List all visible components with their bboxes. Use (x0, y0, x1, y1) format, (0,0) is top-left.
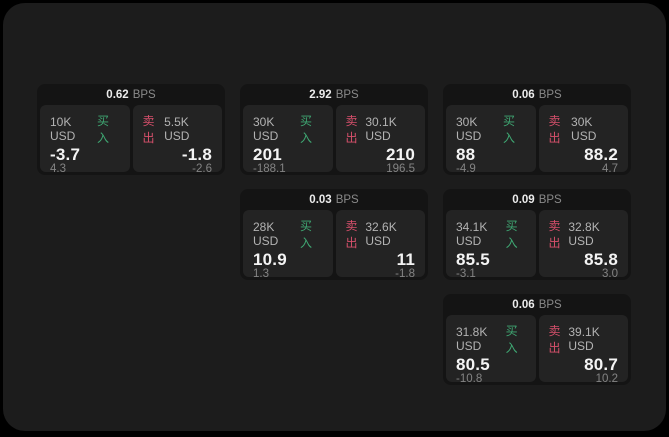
buy-tile[interactable]: 30K USD 买入 88 -4.9 (446, 105, 536, 175)
buy-amount: 31.8K USD (456, 325, 488, 353)
buy-value: 80.5 (456, 355, 490, 374)
sell-amount: 32.6K USD (365, 220, 397, 248)
buy-amount: 28K USD (253, 220, 279, 248)
bps-value: 0.03 (309, 193, 332, 206)
buy-value: 85.5 (456, 250, 490, 269)
buy-value: 88 (456, 145, 476, 164)
buy-tile[interactable]: 34.1K USD 买入 85.5 -3.1 (446, 210, 536, 280)
bps-unit: BPS (538, 88, 562, 101)
card-header: 2.92 BPS (240, 84, 428, 105)
bps-unit: BPS (132, 88, 156, 101)
buy-amount: 34.1K USD (456, 220, 488, 248)
buy-amount: 10K USD (50, 115, 76, 143)
buy-delta: 4.3 (50, 163, 66, 175)
sell-tile[interactable]: 卖出 30K USD 88.2 4.7 (538, 105, 628, 175)
card-header: 0.09 BPS (443, 189, 631, 210)
quote-card: 2.92 BPS 30K USD 买入 201 -188.1 卖出 30.1K … (240, 84, 428, 175)
buy-value: -3.7 (50, 145, 81, 164)
sell-amount: 39.1K USD (568, 325, 600, 353)
sell-label: 卖出 (345, 114, 358, 145)
sell-tile[interactable]: 卖出 32.8K USD 85.8 3.0 (538, 210, 628, 280)
buy-label: 买入 (505, 219, 518, 250)
buy-delta: -3.1 (456, 268, 476, 280)
bps-value: 2.92 (309, 88, 332, 101)
sell-value: 11 (396, 250, 415, 269)
sell-delta: 10.2 (595, 373, 618, 385)
buy-value: 10.9 (253, 250, 287, 269)
buy-label: 买入 (96, 114, 109, 145)
sell-label: 卖出 (548, 114, 561, 145)
quote-card: 0.03 BPS 28K USD 买入 10.9 1.3 卖出 32.6K US… (240, 189, 428, 280)
sell-delta: 3.0 (602, 268, 618, 280)
buy-tile[interactable]: 31.8K USD 买入 80.5 -10.8 (446, 315, 536, 385)
sell-label: 卖出 (548, 219, 561, 250)
buy-label: 买入 (299, 114, 312, 145)
bps-value: 0.09 (512, 193, 535, 206)
buy-delta: -4.9 (456, 163, 476, 175)
sell-delta: -1.8 (395, 268, 415, 280)
card-header: 0.62 BPS (37, 84, 225, 105)
sell-tile[interactable]: 卖出 30.1K USD 210 196.5 (335, 105, 425, 175)
sell-amount: 30.1K USD (365, 115, 397, 143)
sell-delta: -2.6 (192, 163, 212, 175)
app-window: 0.62 BPS 10K USD 买入 -3.7 4.3 卖出 5.5K USD (3, 3, 666, 431)
quote-card: 0.06 BPS 30K USD 买入 88 -4.9 卖出 30K USD (443, 84, 631, 175)
card-header: 0.06 BPS (443, 84, 631, 105)
buy-tile[interactable]: 28K USD 买入 10.9 1.3 (243, 210, 333, 280)
sell-amount: 32.8K USD (568, 220, 600, 248)
quote-board: 0.62 BPS 10K USD 买入 -3.7 4.3 卖出 5.5K USD (37, 84, 631, 385)
sell-delta: 196.5 (386, 163, 415, 175)
sell-value: 210 (386, 145, 415, 164)
sell-amount: 5.5K USD (164, 115, 190, 143)
buy-delta: 1.3 (253, 268, 269, 280)
buy-value: 201 (253, 145, 282, 164)
buy-label: 买入 (502, 114, 515, 145)
sell-value: 80.7 (584, 355, 618, 374)
sell-value: -1.8 (181, 145, 212, 164)
sell-value: 88.2 (584, 145, 618, 164)
bps-unit: BPS (335, 193, 359, 206)
sell-label: 卖出 (345, 219, 358, 250)
sell-tile[interactable]: 卖出 39.1K USD 80.7 10.2 (538, 315, 628, 385)
buy-delta: -10.8 (456, 373, 483, 385)
buy-amount: 30K USD (456, 115, 482, 143)
buy-label: 买入 (299, 219, 312, 250)
buy-label: 买入 (505, 324, 518, 355)
quote-card: 0.62 BPS 10K USD 买入 -3.7 4.3 卖出 5.5K USD (37, 84, 225, 175)
buy-tile[interactable]: 30K USD 买入 201 -188.1 (243, 105, 333, 175)
bps-value: 0.06 (512, 298, 535, 311)
buy-amount: 30K USD (253, 115, 279, 143)
sell-tile[interactable]: 卖出 5.5K USD -1.8 -2.6 (132, 105, 222, 175)
sell-label: 卖出 (548, 324, 561, 355)
bps-unit: BPS (538, 298, 562, 311)
bps-unit: BPS (335, 88, 359, 101)
sell-delta: 4.7 (602, 163, 618, 175)
bps-value: 0.06 (512, 88, 535, 101)
card-header: 0.03 BPS (240, 189, 428, 210)
sell-amount: 30K USD (571, 115, 597, 143)
buy-tile[interactable]: 10K USD 买入 -3.7 4.3 (40, 105, 130, 175)
bps-value: 0.62 (106, 88, 129, 101)
sell-tile[interactable]: 卖出 32.6K USD 11 -1.8 (335, 210, 425, 280)
card-header: 0.06 BPS (443, 294, 631, 315)
sell-value: 85.8 (584, 250, 618, 269)
bps-unit: BPS (538, 193, 562, 206)
sell-label: 卖出 (142, 114, 155, 145)
quote-card: 0.06 BPS 31.8K USD 买入 80.5 -10.8 卖出 39.1… (443, 294, 631, 385)
quote-card: 0.09 BPS 34.1K USD 买入 85.5 -3.1 卖出 32.8K… (443, 189, 631, 280)
buy-delta: -188.1 (253, 163, 286, 175)
